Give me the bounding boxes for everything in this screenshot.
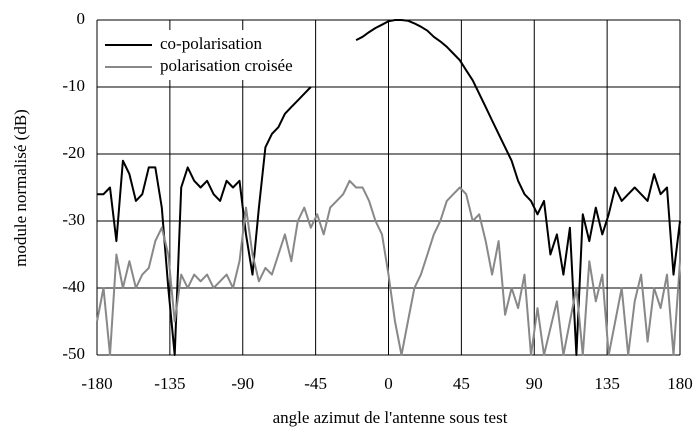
y-tick-label: -10 [62, 76, 85, 95]
x-tick-label: 0 [384, 374, 393, 393]
legend-label: polarisation croisée [160, 56, 293, 75]
x-tick-label: 135 [594, 374, 620, 393]
x-tick-label: -90 [231, 374, 254, 393]
x-tick-label: 45 [453, 374, 470, 393]
x-axis-label: angle azimut de l'antenne sous test [273, 408, 508, 427]
legend-label: co-polarisation [160, 34, 262, 53]
x-tick-label: -180 [81, 374, 112, 393]
y-tick-label: -30 [62, 210, 85, 229]
y-tick-label: -20 [62, 143, 85, 162]
x-tick-label: -45 [304, 374, 327, 393]
x-tick-label: 180 [667, 374, 693, 393]
y-tick-label: -40 [62, 277, 85, 296]
data-line [96, 179, 681, 356]
y-tick-label: -50 [62, 344, 85, 363]
y-axis-label: module normalisé (dB) [11, 109, 30, 267]
x-tick-label: 90 [526, 374, 543, 393]
legend-bg [100, 30, 315, 80]
data-line [97, 19, 681, 356]
x-tick-label: -135 [154, 374, 185, 393]
y-tick-label: 0 [77, 9, 86, 28]
